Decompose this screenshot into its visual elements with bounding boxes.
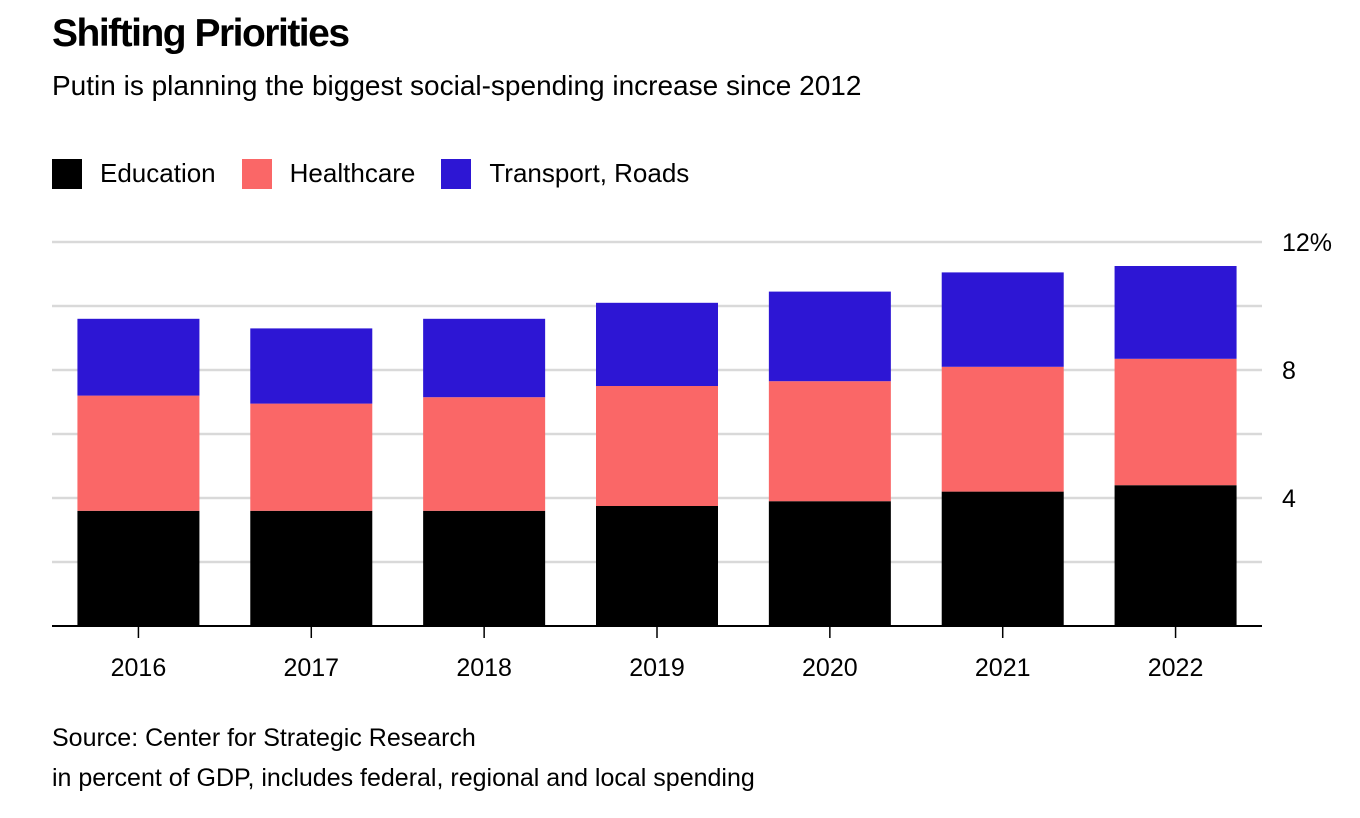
bar-education-2020 [768,501,891,626]
x-tick-label-2021: 2021 [975,654,1031,682]
x-tick-label-2017: 2017 [283,654,339,682]
bar-healthcare-2022 [1114,358,1237,486]
source-note: Source: Center for Strategic Research [52,724,476,752]
legend-item-healthcare: Healthcare [241,158,416,189]
bar-education-2019 [596,506,718,626]
bar-education-2021 [941,491,1064,626]
chart-title: Shifting Priorities [52,12,350,55]
bar-healthcare-2018 [423,397,546,511]
bar-transport-roads-2020 [768,291,891,382]
bar-healthcare-2017 [250,403,373,511]
legend-swatch-education [52,158,82,189]
bar-education-2017 [250,510,373,626]
y-tick-label-12: 12% [1282,229,1332,257]
legend-item-transport: Transport, Roads [441,158,689,189]
x-tick-label-2020: 2020 [802,654,858,682]
bar-education-2016 [77,510,200,626]
x-tick-label-2019: 2019 [629,654,685,682]
bar-transport-roads-2021 [941,272,1064,367]
chart-subtitle: Putin is planning the biggest social-spe… [52,70,862,101]
bar-education-2018 [423,510,546,626]
legend-label-education: Education [100,158,216,188]
bar-healthcare-2016 [77,395,200,511]
y-tick-label-4: 4 [1282,485,1296,513]
bar-education-2022 [1114,485,1237,626]
y-tick-label-8: 8 [1282,357,1296,385]
bar-transport-roads-2016 [77,318,200,396]
bar-transport-roads-2022 [1114,266,1237,359]
legend-label-transport: Transport, Roads [489,158,690,188]
bar-healthcare-2020 [768,381,891,502]
bar-transport-roads-2018 [423,318,546,398]
legend-swatch-healthcare [241,158,272,189]
legend-swatch-transport [441,158,472,189]
units-note: in percent of GDP, includes federal, reg… [52,764,755,792]
legend-label-healthcare: Healthcare [289,158,416,188]
x-tick-label-2016: 2016 [111,654,167,682]
x-tick-label-2018: 2018 [456,654,512,682]
legend: Education Healthcare Transport, Roads [52,158,715,189]
bar-healthcare-2019 [596,386,718,506]
x-tick-label-2022: 2022 [1148,654,1204,682]
legend-item-education: Education [52,158,216,189]
bar-transport-roads-2019 [596,302,718,386]
bar-transport-roads-2017 [250,328,373,404]
bar-healthcare-2021 [941,366,1064,492]
